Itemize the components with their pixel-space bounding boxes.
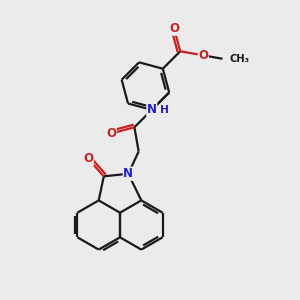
Text: O: O (169, 22, 179, 35)
Text: N: N (147, 103, 157, 116)
Text: CH₃: CH₃ (230, 54, 250, 64)
Text: H: H (160, 105, 169, 115)
Text: O: O (106, 127, 116, 140)
Text: O: O (83, 152, 93, 165)
Text: O: O (198, 49, 208, 62)
Text: N: N (123, 167, 133, 180)
